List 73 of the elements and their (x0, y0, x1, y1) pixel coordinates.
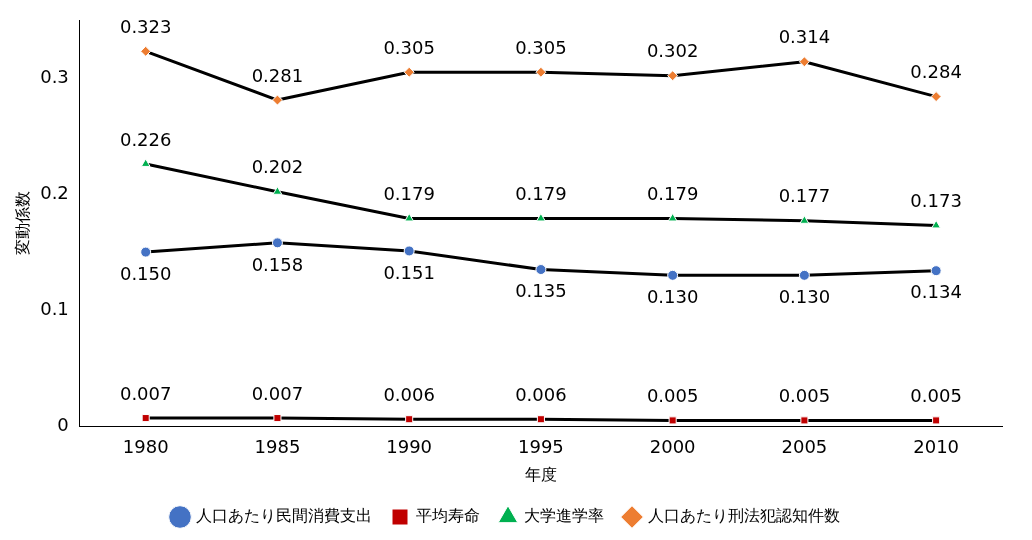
data-label: 0.130 (646, 286, 699, 307)
data-label: 0.006 (515, 383, 567, 405)
data-label: 0.302 (646, 40, 699, 62)
point (272, 186, 283, 195)
data-label: 0.005 (646, 385, 699, 407)
point (271, 94, 283, 106)
data-label: 0.179 (383, 183, 435, 205)
y-axis-title: 変動係数 (12, 191, 32, 256)
data-label: 0.284 (910, 61, 962, 83)
point (404, 212, 414, 222)
x-tick-label: 2010 (913, 435, 960, 457)
point (140, 45, 152, 57)
y-tick-label: 0 (57, 413, 69, 435)
data-label: 0.150 (119, 262, 172, 284)
legend-label: 人口あたり刑法犯認知件数 (648, 506, 840, 526)
y-tick-label: 0.3 (40, 65, 69, 87)
data-label: 0.305 (383, 36, 435, 58)
point (667, 70, 679, 82)
x-tick-label: 2005 (781, 435, 828, 457)
point (273, 414, 282, 423)
data-label: 0.007 (119, 382, 172, 404)
point (403, 66, 415, 78)
point (536, 212, 546, 222)
data-label: 0.281 (251, 64, 304, 86)
legend-label: 人口あたり民間消費支出 (196, 506, 372, 526)
point (667, 212, 678, 222)
data-label: 0.135 (515, 280, 567, 302)
data-label: 0.177 (778, 185, 831, 207)
data-label: 0.179 (515, 183, 567, 205)
data-label: 0.323 (119, 16, 172, 38)
point (800, 416, 809, 425)
data-label: 0.006 (383, 383, 435, 405)
point (536, 415, 545, 424)
x-tick-label: 1985 (254, 435, 301, 457)
point (403, 245, 415, 257)
y-tick-label: 0.2 (40, 181, 69, 203)
legend-label: 平均寿命 (416, 506, 480, 526)
point (140, 246, 152, 258)
data-label: 0.314 (778, 26, 831, 48)
data-label: 0.005 (910, 385, 962, 407)
point (930, 91, 942, 103)
point (668, 416, 677, 425)
point (405, 415, 414, 424)
data-label: 0.158 (251, 253, 304, 275)
x-tick-label: 1995 (518, 435, 564, 457)
x-tick-label: 1990 (386, 435, 433, 457)
x-tick-label: 2000 (649, 435, 696, 457)
x-axis-title: 年度 (524, 464, 557, 484)
legend-label: 大学進学率 (524, 506, 604, 526)
data-label: 0.179 (646, 183, 699, 205)
point (667, 269, 679, 281)
y-tick-label: 0.1 (40, 297, 69, 319)
point (140, 158, 151, 167)
data-label: 0.173 (910, 190, 962, 212)
point (271, 237, 283, 249)
data-label: 0.134 (910, 281, 962, 303)
point (931, 219, 941, 229)
point (535, 264, 547, 276)
data-label: 0.202 (251, 156, 304, 178)
point (141, 414, 150, 423)
data-label: 0.130 (778, 286, 831, 307)
point (798, 269, 810, 281)
point (798, 56, 810, 68)
data-label: 0.005 (778, 385, 831, 407)
point (932, 416, 941, 425)
data-label: 0.226 (119, 128, 172, 150)
point (930, 265, 942, 277)
point (799, 215, 810, 224)
x-tick-label: 1980 (122, 435, 169, 457)
point (535, 66, 547, 78)
data-label: 0.151 (383, 261, 435, 283)
data-label: 0.305 (515, 36, 567, 58)
data-label: 0.007 (251, 382, 304, 404)
